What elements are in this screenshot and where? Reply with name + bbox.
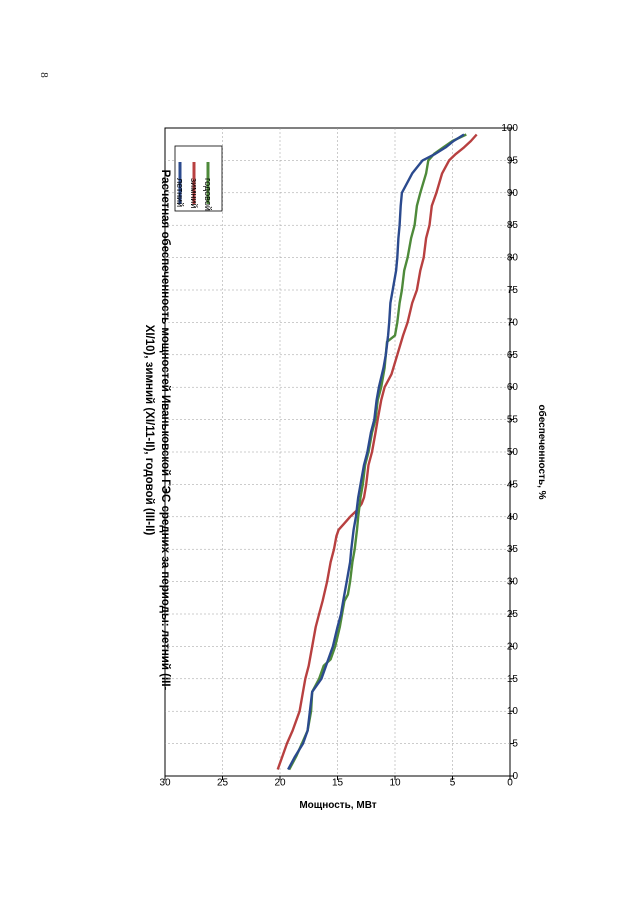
x-tick-label: 0	[512, 771, 518, 782]
x-tick-label: 5	[512, 739, 518, 750]
x-tick-label: 85	[507, 220, 519, 231]
grid-lines	[165, 128, 510, 776]
x-tick-label: 65	[507, 350, 519, 361]
x-tick-label: 75	[507, 285, 519, 296]
y-tick-label: 20	[274, 778, 286, 789]
chart-title-line-2: XI/10), зимний (XI/11-II), годовой (III-…	[143, 325, 155, 536]
x-tick-label: 95	[507, 155, 519, 166]
x-tick-label: 80	[507, 253, 519, 264]
x-axis-title: обеспеченность, %	[536, 404, 548, 499]
chart-frame: Расчетная обеспеченность мощностей Ивань…	[143, 123, 548, 811]
x-tick-label: 15	[507, 674, 519, 685]
y-tick-label: 30	[159, 778, 171, 789]
y-tick-label: 0	[507, 778, 513, 789]
y-tick-label: 15	[332, 778, 344, 789]
x-tick-label: 60	[507, 382, 519, 393]
x-tick-label: 50	[507, 447, 519, 458]
y-axis-title: Мощность, МВт	[299, 800, 376, 811]
legend-label-summer: летний	[175, 178, 185, 207]
x-tick-label: 25	[507, 609, 519, 620]
x-tick-label: 10	[507, 706, 519, 717]
x-tick-label: 70	[507, 317, 519, 328]
y-tick-label: 10	[389, 778, 401, 789]
y-tick-label: 25	[217, 778, 229, 789]
x-tick-label: 30	[507, 577, 519, 588]
x-axis-ticks: 0 5 10 15 20 25 30 35 40 45 50 55 60 65 70 75 80 85 90 95 10…	[501, 123, 518, 782]
x-tick-label: 20	[507, 641, 519, 652]
legend-label-winter: зимний	[189, 178, 199, 208]
series-lines	[276, 133, 478, 771]
x-tick-label: 55	[507, 415, 519, 426]
x-tick-label: 45	[507, 479, 519, 490]
legend-box	[174, 145, 223, 212]
x-tick-label: 40	[507, 512, 519, 523]
x-tick-label: 90	[507, 188, 519, 199]
winter-series-line	[276, 133, 478, 770]
y-axis-ticks: 0 5 10 15 20 25 30	[159, 776, 513, 789]
y-tick-label: 5	[450, 778, 456, 789]
legend: летний зимний годовой	[174, 145, 223, 212]
x-tick-label: 100	[501, 123, 518, 134]
x-tick-label: 35	[507, 544, 519, 555]
summer-series-line	[287, 133, 465, 771]
legend-label-annual: годовой	[203, 178, 213, 211]
